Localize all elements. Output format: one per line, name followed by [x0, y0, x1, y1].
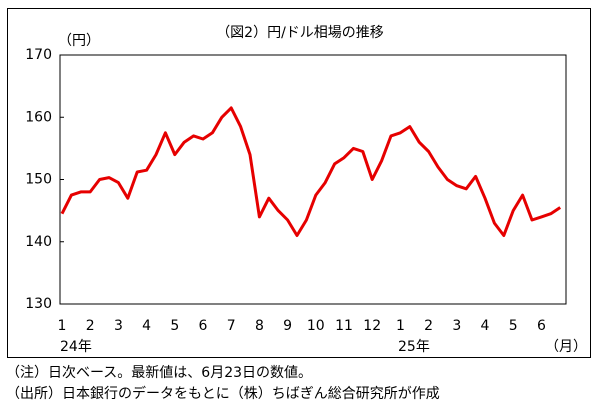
x-tick-label: 12 — [363, 318, 381, 334]
line — [60, 106, 562, 237]
x-tick-label: 2 — [424, 318, 433, 334]
y-tick-label: 140 — [25, 234, 52, 250]
x-tick-label: 1 — [396, 318, 405, 334]
chart-title: （図2）円/ドル相場の推移 — [216, 25, 384, 41]
x-tick-label: 2 — [86, 318, 95, 334]
note: （出所）日本銀行のデータをもとに（株）ちばぎん総合研究所が作成 — [6, 385, 440, 402]
x-tick-label: 4 — [481, 318, 490, 334]
x-tick-label: 8 — [255, 318, 264, 334]
x-tick-label: 7 — [227, 318, 236, 334]
x-tick-label: 1 — [58, 318, 67, 334]
x-tick-label: 6 — [537, 318, 546, 334]
y-tick-label: 150 — [25, 172, 52, 188]
y-axis-label: （円） — [58, 33, 100, 49]
year-label: 25年 — [398, 339, 430, 355]
chart-frame — [7, 8, 591, 358]
x-tick-label: 11 — [335, 318, 353, 334]
y-tick-label: 130 — [25, 296, 52, 312]
x-tick-label: 5 — [170, 318, 179, 334]
x-tick-label: 3 — [452, 318, 461, 334]
x-tick-label: 4 — [142, 318, 151, 334]
x-tick-label: 3 — [114, 318, 123, 334]
x-tick-label: 9 — [283, 318, 292, 334]
x-tick-label: 6 — [199, 318, 208, 334]
note: （注）日次ベース。最新値は、6月23日の数値。 — [6, 365, 312, 381]
x-tick-label: 10 — [307, 318, 325, 334]
x-tick-label: 5 — [509, 318, 518, 334]
y-tick-label: 170 — [25, 47, 52, 63]
y-tick-label: 160 — [25, 109, 52, 125]
x-axis-unit: （月） — [545, 339, 587, 355]
year-label: 24年 — [60, 339, 92, 355]
